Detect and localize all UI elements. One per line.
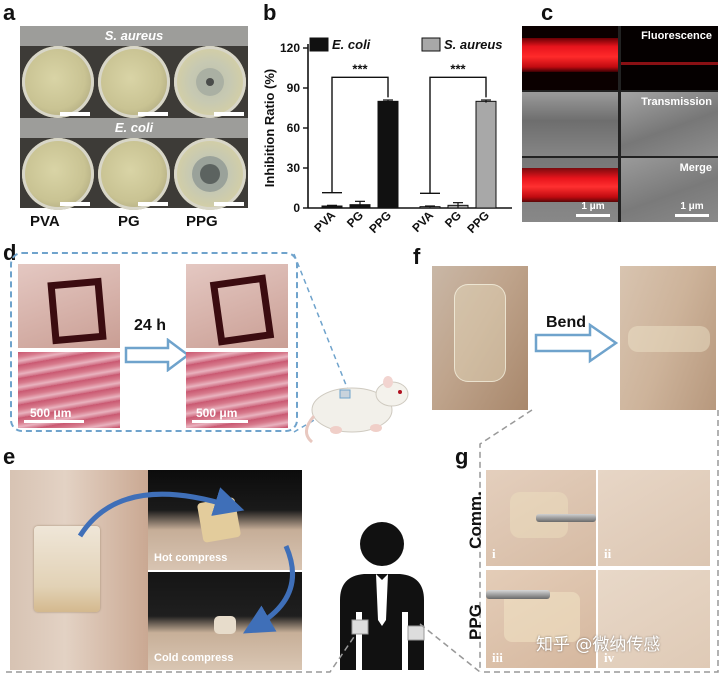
dish-ppg-s-aureus — [174, 46, 246, 118]
scale-bar — [192, 420, 248, 423]
dish-pva-s-aureus — [22, 46, 94, 118]
y-tick-label: 60 — [287, 121, 301, 135]
scale-bar — [24, 420, 84, 423]
petri-dish-panel: S. aureus E. coli — [20, 26, 248, 210]
significance-bracket — [429, 76, 487, 194]
panel-label-g: g — [455, 444, 469, 469]
panel-label-e: e — [3, 444, 16, 469]
hot-compress-label: Hot compress — [154, 552, 228, 564]
significance-bracket — [331, 76, 389, 193]
comm-photo-removed: ii — [598, 470, 710, 566]
scale-bar — [138, 202, 168, 206]
row-label-ppg: PPG — [466, 604, 485, 640]
scale-label: 1 μm — [680, 201, 704, 212]
legend-label: E. coli — [332, 37, 371, 52]
scale-label: 1 μm — [581, 201, 605, 212]
dish-pg-s-aureus — [98, 46, 170, 118]
y-tick-label: 0 — [293, 201, 300, 215]
numeral-ii: ii — [604, 546, 612, 561]
group-label-pg: PG — [118, 213, 140, 230]
histology-after: 500 μm — [186, 352, 288, 428]
panel-label-a: a — [3, 0, 16, 25]
fluor-left — [522, 26, 618, 90]
dish-pg-e-coli — [98, 138, 170, 210]
hot-compress-photo: Hot compress — [148, 470, 302, 570]
dish-pva-e-coli — [22, 138, 94, 210]
ppg-photo-applied: iii — [486, 570, 596, 668]
ppg-photo-removed: iv — [598, 570, 710, 668]
legend-swatch — [309, 37, 329, 52]
rat-illustration — [305, 376, 409, 444]
dish-ppg-e-coli — [174, 138, 246, 210]
tile-label-merge: Merge — [679, 162, 712, 174]
fluor-right: Fluorescence — [621, 26, 718, 90]
trans-right: Transmission — [621, 92, 718, 156]
band-s-aureus: S. aureus — [20, 26, 248, 46]
numeral-iv: iv — [604, 650, 615, 665]
x-tick-label: PPG — [366, 208, 394, 236]
watermark: 知乎 @微纳传感 — [536, 635, 661, 655]
legend-swatch — [421, 37, 441, 52]
x-tick-label: PG — [442, 208, 464, 230]
y-axis-label: Inhibition Ratio (%) — [262, 69, 277, 187]
band-e-coli: E. coli — [20, 118, 248, 138]
numeral-i: i — [492, 546, 496, 561]
trans-left — [522, 92, 618, 156]
dashed-guides — [6, 409, 719, 673]
panel-label-f: f — [413, 244, 421, 269]
bar — [377, 100, 399, 209]
comm-photo-applied: i — [486, 470, 596, 566]
wrist-photo-bent — [620, 266, 716, 410]
scale-bar — [576, 214, 610, 217]
curved-arrows — [77, 487, 295, 634]
cold-compress-label: Cold compress — [154, 652, 234, 664]
scale-bar — [214, 202, 244, 206]
y-tick-label: 30 — [287, 161, 301, 175]
row-label-comm: Comm. — [466, 491, 485, 549]
bar — [475, 100, 497, 209]
merge-right: Merge 1 μm — [621, 158, 718, 222]
y-tick-label: 90 — [287, 81, 301, 95]
y-tick-label: 120 — [280, 41, 300, 55]
skin-photo-before — [18, 264, 120, 348]
scale-label: 500 μm — [30, 406, 72, 420]
bend-label: Bend — [546, 314, 586, 331]
x-tick-label: PG — [344, 208, 366, 230]
scale-bar — [60, 202, 90, 206]
bend-arrow-icon — [534, 322, 618, 364]
panel-label-c: c — [541, 0, 554, 25]
arm-photo-patch — [10, 470, 148, 670]
merge-left: 1 μm — [522, 158, 618, 222]
significance-marker: *** — [352, 61, 368, 76]
scale-bar — [675, 214, 709, 217]
scale-label: 500 μm — [196, 406, 238, 420]
histology-before: 500 μm — [18, 352, 120, 428]
person-icon — [340, 522, 425, 670]
legend-label: S. aureus — [444, 37, 503, 52]
numeral-iii: iii — [492, 650, 503, 665]
wrist-photo-flat — [432, 266, 528, 410]
confocal-grid: Fluorescence Transmission 1 μm Merge 1 μ… — [522, 26, 718, 222]
tile-label-fluorescence: Fluorescence — [641, 30, 712, 42]
panel-label-b: b — [263, 0, 277, 25]
scale-bar — [138, 112, 168, 116]
skin-photo-after — [186, 264, 288, 348]
time-label: 24 h — [134, 317, 167, 334]
right-arrow-icon — [124, 338, 190, 372]
group-label-pva: PVA — [30, 213, 60, 230]
x-tick-label: PVA — [311, 208, 338, 235]
x-tick-label: PVA — [409, 208, 436, 235]
scale-bar — [214, 112, 244, 116]
x-tick-label: PPG — [464, 208, 492, 236]
tile-label-transmission: Transmission — [641, 96, 712, 108]
significance-marker: *** — [450, 61, 466, 76]
group-label-ppg: PPG — [186, 213, 218, 230]
scale-bar — [60, 112, 90, 116]
dashed-frame-d — [10, 252, 298, 432]
